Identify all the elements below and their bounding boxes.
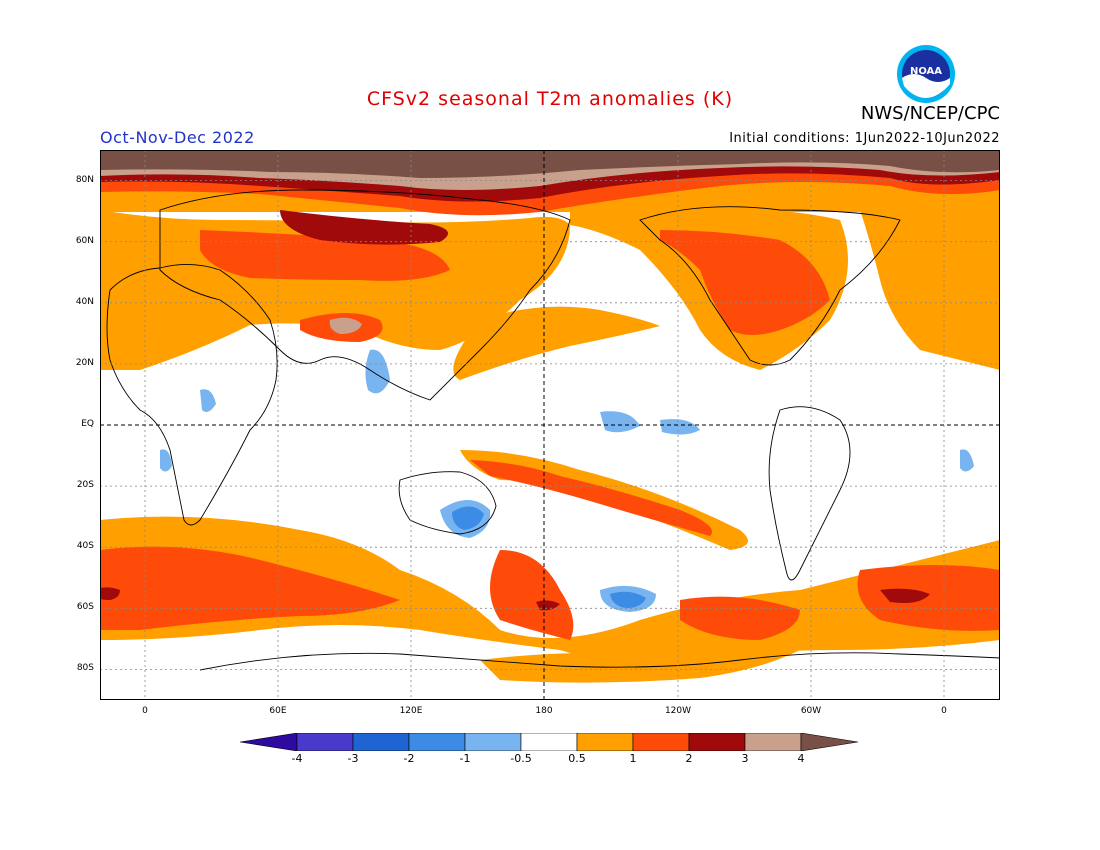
colorbar-segment bbox=[576, 733, 634, 751]
antarctica-outline bbox=[199, 652, 1000, 671]
colorbar-segment bbox=[688, 733, 746, 751]
season-label: Oct-Nov-Dec 2022 bbox=[100, 128, 255, 147]
africa-outline bbox=[106, 264, 278, 526]
north-pacific-warm-tongue bbox=[453, 306, 660, 380]
australia-outline bbox=[398, 471, 497, 535]
south-atlantic-hot-spot-west bbox=[100, 587, 120, 600]
south-america-outline bbox=[768, 406, 851, 581]
lon-label-60w: 60W bbox=[800, 706, 822, 716]
lat-label-80s: 80S bbox=[76, 663, 94, 673]
arctic-band-gt4 bbox=[100, 150, 1000, 178]
noaa-logo: NOAA bbox=[897, 45, 955, 103]
colorbar-label-3: 3 bbox=[741, 752, 749, 765]
lat-label-80n: 80N bbox=[75, 175, 94, 185]
south-asia-cool-patch bbox=[365, 349, 390, 394]
lon-label-120w: 120W bbox=[664, 706, 692, 716]
africa-cool-patch bbox=[200, 389, 216, 412]
colorbar-segment bbox=[464, 733, 522, 751]
lon-label-0-west: 0 bbox=[142, 706, 148, 716]
graticule bbox=[100, 150, 1000, 700]
tasman-warm-core bbox=[490, 550, 574, 640]
south-atlantic-indian-warm-core bbox=[100, 546, 400, 630]
east-africa-cool-patch bbox=[160, 449, 172, 472]
tibet-hot-spot bbox=[329, 317, 362, 334]
colorbar-label-4: 4 bbox=[797, 752, 805, 765]
colorbar-segment bbox=[520, 733, 578, 751]
colorbar-segment bbox=[352, 733, 410, 751]
atlantic-warm-region bbox=[860, 200, 1000, 370]
atlantic-cool-patch bbox=[960, 449, 974, 472]
lon-label-0-east: 0 bbox=[941, 706, 947, 716]
lat-label-20s: 20S bbox=[76, 480, 94, 490]
equatorial-pacific-cool-patch bbox=[600, 411, 640, 433]
agency-label: NWS/NCEP/CPC bbox=[860, 103, 1000, 124]
colorbar-label-minus3: -3 bbox=[347, 752, 359, 765]
equatorial-pacific-cool-patch-2 bbox=[660, 419, 700, 435]
colorbar-segment bbox=[632, 733, 690, 751]
chart-title: CFSv2 seasonal T2m anomalies (K) bbox=[366, 88, 734, 110]
lat-label-60s: 60S bbox=[76, 602, 94, 612]
colorbar-segment bbox=[408, 733, 466, 751]
lat-label-20n: 20N bbox=[75, 358, 94, 368]
lat-label-eq: EQ bbox=[81, 419, 94, 429]
colorbar-label-05: 0.5 bbox=[568, 752, 586, 765]
colorbar-segment bbox=[240, 733, 298, 751]
noaa-logo-text: NOAA bbox=[910, 66, 942, 77]
colorbar-segment bbox=[744, 733, 802, 751]
colorbar-segment bbox=[800, 733, 859, 751]
australia-cool-core bbox=[452, 506, 484, 530]
anomaly-map bbox=[100, 150, 1000, 700]
colorbar-label-1: 1 bbox=[629, 752, 637, 765]
siberia-hot-core bbox=[280, 210, 448, 245]
south-atlantic-hot-spot-east bbox=[880, 588, 930, 603]
south-pacific-warm-core bbox=[470, 460, 712, 536]
north-america-outline bbox=[639, 206, 901, 366]
north-america-warm-core bbox=[660, 230, 830, 335]
lat-label-60n: 60N bbox=[75, 236, 94, 246]
colorbar-label-minus1: -1 bbox=[459, 752, 471, 765]
lat-label-40n: 40N bbox=[75, 297, 94, 307]
antarctic-coast-warm bbox=[480, 650, 800, 683]
lon-label-180: 180 bbox=[535, 706, 553, 716]
colorbar-label-minus4: -4 bbox=[291, 752, 303, 765]
colorbar-label-minus2: -2 bbox=[403, 752, 415, 765]
eurasia-outline bbox=[159, 189, 571, 401]
lon-label-60e: 60E bbox=[269, 706, 287, 716]
coastlines bbox=[106, 189, 1000, 671]
initial-conditions-label: Initial conditions: 1Jun2022-10Jun2022 bbox=[729, 131, 1000, 146]
colorbar-label-2: 2 bbox=[685, 752, 693, 765]
lat-label-40s: 40S bbox=[76, 541, 94, 551]
south-pacific-cool-core bbox=[610, 591, 646, 608]
colorbar-segment bbox=[296, 733, 354, 751]
colorbar-label-minus05: -0.5 bbox=[510, 752, 532, 765]
lon-label-120e: 120E bbox=[399, 706, 423, 716]
colorbar bbox=[240, 733, 859, 751]
south-pacific-high-lat-warm bbox=[680, 596, 800, 640]
south-atlantic-warm-core bbox=[857, 565, 1000, 631]
